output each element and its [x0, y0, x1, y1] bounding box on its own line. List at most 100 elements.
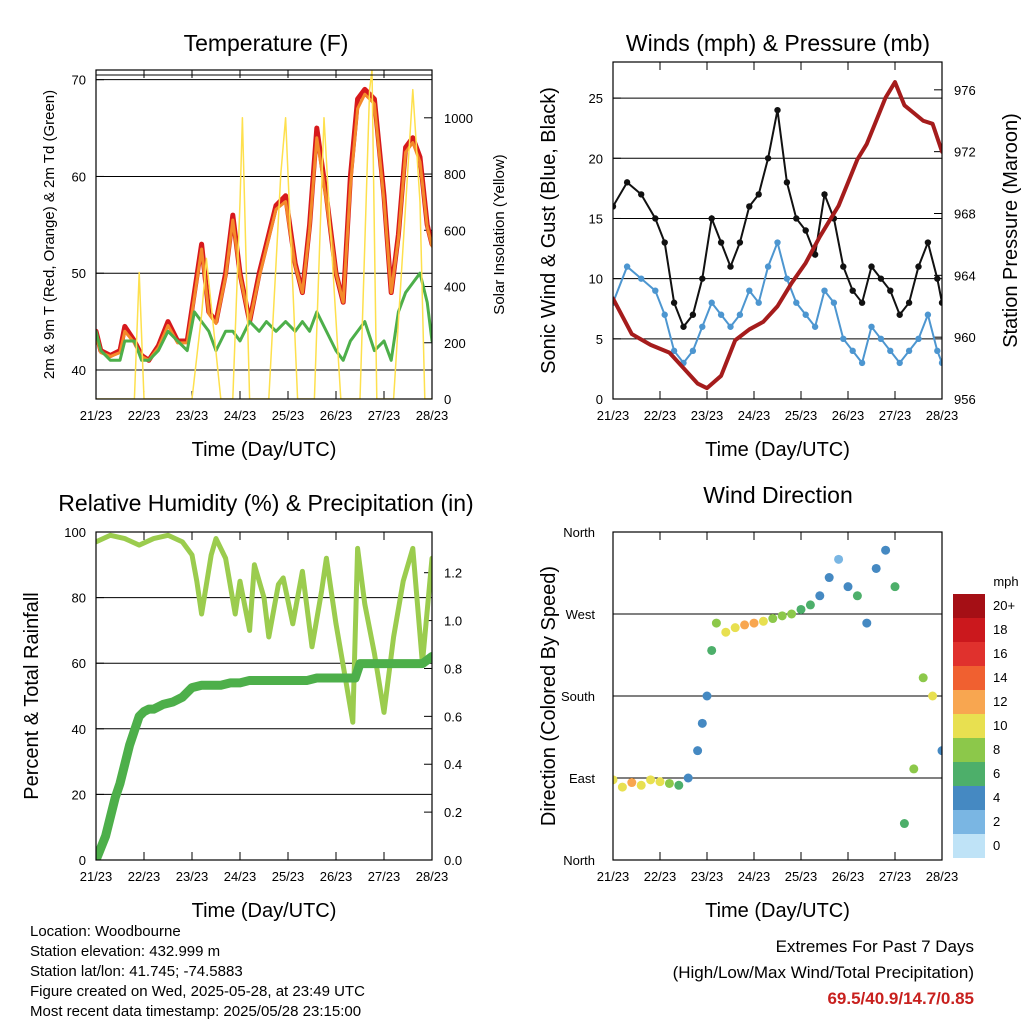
series-line	[96, 271, 432, 362]
y2-tick-label: 1.0	[444, 614, 462, 629]
direction-point	[881, 545, 891, 555]
x-tick-label: 25/23	[272, 408, 305, 423]
direction-point	[834, 554, 844, 564]
direction-point	[815, 591, 825, 601]
temperature-title: Temperature (F)	[184, 30, 349, 56]
legend-swatch	[953, 690, 985, 714]
x-tick-label: 23/23	[176, 408, 209, 423]
direction-point	[918, 673, 928, 683]
humidity-title: Relative Humidity (%) & Precipitation (i…	[58, 490, 473, 516]
y-tick-label: 100	[64, 525, 86, 540]
y-tick-label: 25	[589, 91, 603, 106]
humidity-data	[96, 532, 432, 860]
direction-point	[787, 609, 797, 619]
direction-point	[777, 611, 787, 621]
x-tick-label: 23/23	[691, 408, 724, 423]
y-tick-label: 0	[79, 853, 86, 868]
y2-tick-label: 200	[444, 336, 466, 351]
y-axis-label: Percent & Total Rainfall	[21, 592, 43, 800]
plot-frame	[612, 531, 943, 861]
plot-frame	[95, 531, 433, 861]
direction-point	[909, 764, 919, 774]
y-tick-label: 5	[596, 332, 603, 347]
y-tick-label: 20	[589, 151, 603, 166]
direction-point	[824, 573, 834, 583]
elevation-text: Station elevation: 432.999 m	[30, 943, 221, 960]
x-tick-label: 26/23	[832, 408, 865, 423]
x-tick-label: 21/23	[597, 408, 630, 423]
series-line	[613, 80, 942, 391]
x-tick-label: 28/23	[926, 408, 959, 423]
legend-swatch	[953, 666, 985, 690]
y-tick-label: East	[569, 771, 595, 786]
direction-point	[740, 620, 750, 630]
y-tick-label: West	[566, 607, 596, 622]
y-tick-label: 40	[72, 722, 86, 737]
y-tick-label: 70	[72, 73, 86, 88]
y-tick-label: 15	[589, 211, 603, 226]
extremes-subtitle: (High/Low/Max Wind/Total Precipitation)	[672, 963, 974, 982]
y2-tick-label: 1.2	[444, 566, 462, 581]
y-tick-label: North	[563, 525, 595, 540]
x-tick-label: 24/23	[224, 408, 257, 423]
y2-tick-label: 972	[954, 145, 976, 160]
legend-label: 8	[993, 742, 1000, 757]
direction-point	[646, 775, 656, 785]
x-tick-label: 27/23	[879, 408, 912, 423]
direction-point	[697, 718, 707, 728]
temperature-panel: Temperature (F) 40 50 60 70 0 200 400 600 800 1000…	[41, 30, 508, 461]
extremes-values: 69.5/40.9/14.7/0.85	[827, 989, 974, 1008]
series-line	[96, 70, 432, 399]
direction-point	[852, 591, 862, 601]
y-tick-label: 60	[72, 169, 86, 184]
legend-swatch	[953, 834, 985, 858]
series-line	[96, 532, 432, 725]
legend-swatch	[953, 786, 985, 810]
legend-label: 2	[993, 814, 1000, 829]
recent-text: Most recent data timestamp: 2025/05/28 2…	[30, 1003, 362, 1020]
x-tick-label: 24/23	[738, 869, 771, 884]
direction-point	[730, 623, 740, 633]
y2-axis-label: Solar Insolation (Yellow)	[491, 154, 508, 314]
y2-tick-label: 800	[444, 167, 466, 182]
y-tick-label: South	[561, 689, 595, 704]
y2-tick-label: 960	[954, 330, 976, 345]
y2-tick-label: 0.8	[444, 661, 462, 676]
x-tick-label: 23/23	[176, 869, 209, 884]
legend-label: 6	[993, 766, 1000, 781]
x-tick-label: 22/23	[128, 408, 161, 423]
direction-point	[627, 778, 637, 788]
y-tick-label: 60	[72, 656, 86, 671]
plot-frame	[95, 69, 433, 400]
x-tick-label: 24/23	[224, 869, 257, 884]
humidity-panel: Relative Humidity (%) & Precipitation (i…	[21, 490, 474, 922]
direction-data	[613, 545, 942, 829]
direction-point	[683, 773, 693, 783]
y-tick-label: North	[563, 853, 595, 868]
y2-tick-label: 956	[954, 392, 976, 407]
direction-point	[655, 777, 665, 787]
y-tick-label: 10	[589, 272, 603, 287]
winds-title: Winds (mph) & Pressure (mb)	[626, 30, 930, 56]
y2-tick-label: 0.0	[444, 853, 462, 868]
x-tick-label: 27/23	[879, 869, 912, 884]
legend-label: 16	[993, 646, 1007, 661]
winds-panel: Winds (mph) & Pressure (mb) 0 5 10 15 20 25 956…	[538, 30, 1022, 461]
legend-swatch	[953, 642, 985, 666]
y2-tick-label: 1000	[444, 111, 473, 126]
x-tick-label: 21/23	[80, 408, 113, 423]
y-axis-label: Direction (Colored By Speed)	[538, 566, 560, 826]
direction-point	[702, 691, 712, 701]
y-axis-label: 2m & 9m T (Red, Orange) & 2m Td (Green)	[41, 90, 58, 379]
direction-point	[617, 782, 627, 792]
legend-label: 20+	[993, 598, 1015, 613]
y2-tick-label: 976	[954, 83, 976, 98]
y2-tick-label: 0.6	[444, 709, 462, 724]
direction-point	[636, 780, 646, 790]
station-info: Location: Woodbourne Station elevation: …	[30, 922, 365, 1022]
extremes-title: Extremes For Past 7 Days	[775, 937, 974, 956]
legend-swatch	[953, 738, 985, 762]
x-tick-label: 22/23	[128, 869, 161, 884]
y-tick-label: 50	[72, 266, 86, 281]
